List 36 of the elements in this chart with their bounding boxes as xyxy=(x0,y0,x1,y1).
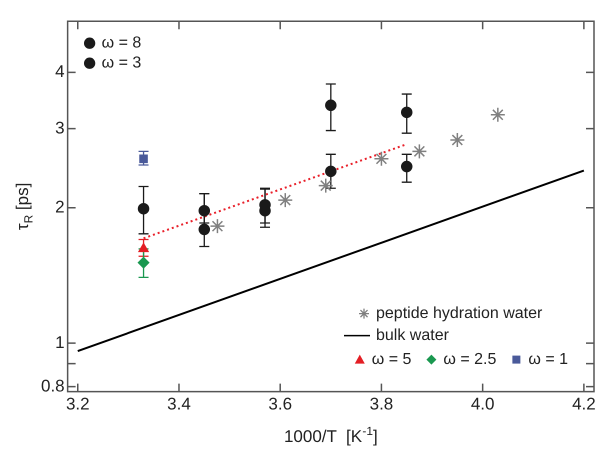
y-axis-title: τR [ps] xyxy=(13,182,36,230)
legend-label: ω = 3 xyxy=(102,54,142,72)
point xyxy=(210,218,226,234)
x-tick-label: 3.6 xyxy=(268,394,292,414)
x-tick-label: 4.2 xyxy=(572,394,596,414)
point xyxy=(490,107,506,123)
point xyxy=(198,204,210,216)
y-tick-label: 3 xyxy=(55,118,65,138)
legend-label: ω = 2.5 xyxy=(443,351,496,368)
y-tick-label: 0.8 xyxy=(40,376,65,396)
x-tick-label: 4.0 xyxy=(470,394,494,414)
point xyxy=(325,166,337,178)
legend-label: ω = 8 xyxy=(102,34,142,52)
y-tick-label: 1 xyxy=(55,332,65,352)
point xyxy=(138,202,150,214)
legend-label: bulk water xyxy=(376,327,450,344)
point xyxy=(450,132,466,148)
point xyxy=(278,192,294,208)
point xyxy=(412,144,428,160)
point xyxy=(318,178,334,194)
x-tick-label: 3.8 xyxy=(370,394,394,414)
y-tick-label: 2 xyxy=(55,197,65,216)
point xyxy=(139,154,148,164)
x-tick-label: 3.2 xyxy=(66,394,90,414)
legend-label: peptide hydration water xyxy=(376,305,543,322)
point xyxy=(138,243,149,252)
y-tick-label: 4 xyxy=(55,62,65,82)
x-tick-label: 3.4 xyxy=(167,394,191,414)
point xyxy=(400,106,412,118)
legend-label: ω = 5 xyxy=(372,351,412,368)
point xyxy=(374,151,390,167)
legend-label: ω = 1 xyxy=(528,351,568,368)
point xyxy=(198,224,210,236)
point xyxy=(325,100,337,112)
point xyxy=(138,256,150,268)
point xyxy=(400,160,412,172)
